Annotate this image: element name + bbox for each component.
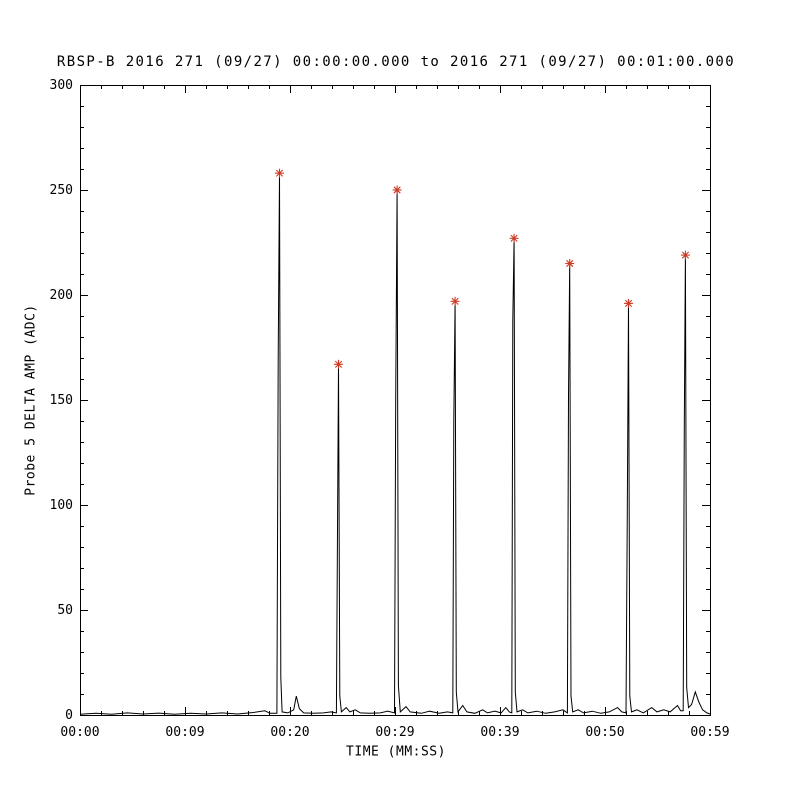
tick-labels: 00:00 00:09 00:20 00:29 00:39 00:50 00:59 0 50 10… <box>50 78 730 740</box>
peak-markers <box>275 168 690 369</box>
peak-marker-asterisk-icon <box>450 296 460 306</box>
y-tick-label: 250 <box>50 183 73 198</box>
peak-marker-asterisk-icon <box>392 185 402 195</box>
x-tick-label: 00:00 <box>60 725 99 740</box>
y-tick-label: 300 <box>50 78 73 93</box>
y-tick-label: 100 <box>50 498 73 513</box>
peak-marker-asterisk-icon <box>565 259 575 268</box>
plot-title: RBSP-B 2016 271 (09/27) 00:00:00.000 to … <box>56 54 736 70</box>
peak-marker-asterisk-icon <box>680 250 690 260</box>
peak-marker-asterisk-icon <box>334 359 344 369</box>
y-tick-label: 0 <box>65 708 73 723</box>
peak-marker-asterisk-icon <box>275 168 284 178</box>
y-tick-label: 50 <box>57 603 73 618</box>
x-tick-label: 00:29 <box>375 725 414 740</box>
x-tick-label: 00:50 <box>585 725 624 740</box>
x-axis-title: TIME (MM:SS) <box>346 744 446 760</box>
peak-marker-asterisk-icon <box>509 233 519 243</box>
y-tick-label: 200 <box>50 288 73 303</box>
x-tick-label: 00:09 <box>165 725 204 740</box>
x-tick-label: 00:20 <box>270 725 309 740</box>
peak-marker-asterisk-icon <box>624 298 634 308</box>
y-tick-label: 150 <box>50 393 73 408</box>
x-tick-label: 00:39 <box>480 725 519 740</box>
data-line <box>79 173 711 715</box>
x-tick-label: 00:59 <box>690 725 729 740</box>
